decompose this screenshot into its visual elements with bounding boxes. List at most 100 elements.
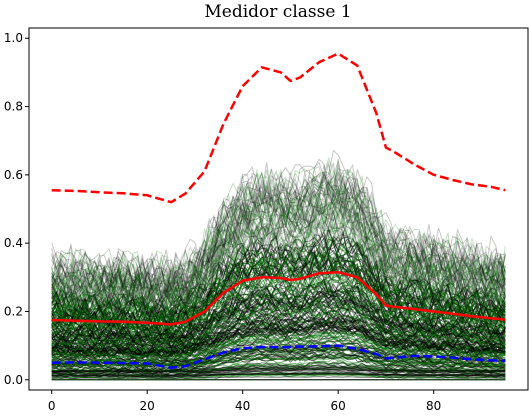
- y-tick-label: 0.6: [4, 168, 23, 182]
- background-trace: [51, 202, 506, 311]
- y-tick-label: 0.4: [4, 236, 23, 250]
- background-trace: [51, 216, 506, 317]
- background-trace: [51, 213, 506, 314]
- background-trace: [51, 171, 506, 301]
- background-trace: [51, 162, 506, 294]
- background-trace: [51, 190, 506, 307]
- x-tick-label: 80: [426, 399, 441, 413]
- background-trace: [51, 210, 506, 311]
- background-trace: [51, 314, 506, 358]
- background-trace: [51, 206, 506, 313]
- background-trace: [51, 371, 506, 378]
- background-trace: [51, 185, 506, 300]
- x-axis: 0 20 40 60 80: [48, 390, 441, 413]
- background-trace: [51, 171, 506, 295]
- background-trace: [51, 181, 506, 300]
- background-trace: [51, 196, 506, 309]
- background-trace: [51, 183, 506, 300]
- y-tick-label: 0.0: [4, 373, 23, 387]
- background-trace: [51, 198, 506, 309]
- background-trace: [51, 193, 506, 300]
- y-tick-label: 0.8: [4, 100, 23, 114]
- y-tick-label: 0.2: [4, 304, 23, 318]
- background-trace: [51, 210, 506, 306]
- background-trace: [51, 206, 506, 310]
- background-trace: [51, 306, 506, 354]
- background-trace: [51, 198, 506, 308]
- background-trace: [51, 180, 506, 307]
- background-trace: [51, 346, 506, 367]
- background-trace: [51, 219, 506, 311]
- background-trace: [51, 156, 506, 290]
- background-trace: [51, 173, 506, 291]
- background-trace: [51, 172, 506, 294]
- plot-frame: [28, 27, 529, 391]
- background-trace: [51, 185, 506, 302]
- background-trace: [51, 186, 506, 298]
- background-trace: [51, 204, 506, 314]
- background-trace: [51, 188, 506, 296]
- background-trace: [51, 206, 506, 308]
- background-trace: [51, 163, 506, 292]
- background-trace: [51, 376, 506, 380]
- background-trace: [51, 278, 506, 344]
- summary-line-2: [51, 344, 506, 370]
- background-trace: [51, 213, 506, 310]
- background-trace: [51, 248, 506, 330]
- background-trace: [51, 351, 506, 370]
- background-trace: [51, 161, 506, 289]
- background-traces: [51, 149, 506, 381]
- background-trace: [51, 356, 506, 368]
- background-trace: [51, 171, 506, 294]
- background-trace: [51, 223, 506, 317]
- background-trace: [51, 332, 506, 357]
- background-trace: [51, 170, 506, 292]
- x-tick-label: 40: [235, 399, 250, 413]
- background-trace: [51, 311, 506, 355]
- background-trace: [51, 191, 506, 312]
- background-trace: [51, 149, 506, 282]
- background-trace: [51, 168, 506, 297]
- background-trace: [51, 187, 506, 304]
- background-trace: [51, 344, 506, 369]
- y-tick-label: 1.0: [4, 31, 23, 45]
- background-trace: [51, 164, 506, 292]
- background-trace: [51, 185, 506, 303]
- background-trace: [51, 219, 506, 317]
- background-trace: [51, 368, 506, 378]
- chart-title: Medidor classe 1: [204, 2, 351, 22]
- background-trace: [51, 301, 506, 347]
- background-trace: [51, 219, 506, 311]
- background-trace: [51, 242, 506, 320]
- background-trace: [51, 166, 506, 293]
- background-trace: [51, 219, 506, 317]
- background-trace: [51, 186, 506, 302]
- background-trace: [51, 210, 506, 313]
- y-axis: 0.0 0.2 0.4 0.6 0.8 1.0: [4, 31, 29, 387]
- x-tick-label: 20: [140, 399, 155, 413]
- x-tick-label: 60: [331, 399, 346, 413]
- summary-line-1: [51, 270, 506, 326]
- background-trace: [51, 244, 506, 323]
- background-trace: [51, 186, 506, 307]
- background-trace: [51, 361, 506, 376]
- background-trace: [51, 234, 506, 322]
- background-trace: [51, 199, 506, 301]
- background-trace: [51, 285, 506, 340]
- background-trace: [51, 337, 506, 361]
- summary-line-0: [51, 52, 506, 204]
- background-trace: [51, 202, 506, 302]
- background-trace: [51, 224, 506, 316]
- background-trace: [51, 221, 506, 322]
- background-trace: [51, 229, 506, 313]
- background-trace: [51, 176, 506, 303]
- background-trace: [51, 176, 506, 299]
- background-trace: [51, 191, 506, 303]
- background-trace: [51, 164, 506, 289]
- background-trace: [51, 158, 506, 287]
- background-trace: [51, 299, 506, 351]
- background-trace: [51, 188, 506, 294]
- background-trace: [51, 200, 506, 303]
- background-trace: [51, 191, 506, 302]
